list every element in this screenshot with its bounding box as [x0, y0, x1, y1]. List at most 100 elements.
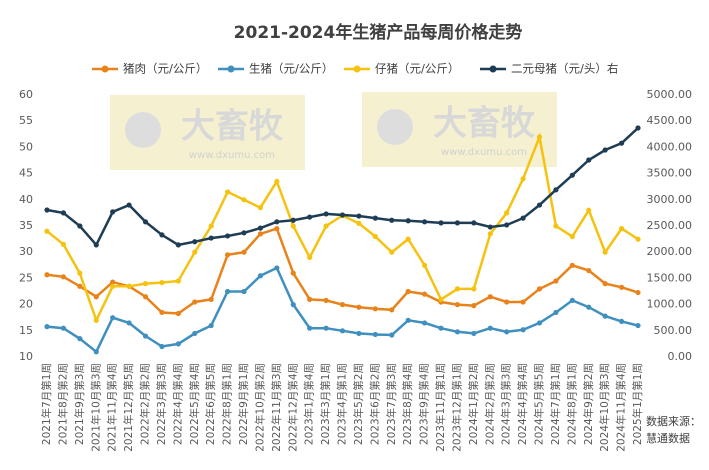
data-point: [110, 279, 116, 285]
data-point: [504, 210, 510, 216]
data-point: [142, 333, 149, 339]
data-point: [142, 219, 149, 225]
data-point: [553, 223, 559, 229]
data-point: [421, 262, 428, 268]
data-point: [60, 325, 67, 331]
data-point: [520, 299, 526, 305]
y2-tick-label: 4000.00: [647, 140, 693, 153]
y-tick-label: 55: [19, 114, 33, 127]
x-tick-label: 2022年4月第4周: [171, 363, 184, 445]
data-point: [536, 134, 543, 140]
series-line: [46, 266, 639, 354]
y-tick-label: 30: [19, 245, 33, 258]
data-point: [110, 315, 116, 321]
legend-label: 生猪（元/公斤）: [249, 62, 333, 76]
data-point: [389, 217, 395, 223]
data-point: [290, 302, 296, 308]
legend-label: 二元母猪（元/头）右: [511, 62, 618, 76]
y2-tick-label: 0.00: [668, 350, 693, 363]
x-tick-label: 2024年2月第2周: [483, 363, 496, 445]
data-point: [307, 325, 313, 331]
data-point: [553, 309, 559, 316]
data-point: [208, 322, 214, 329]
data-point: [356, 330, 362, 337]
data-point: [290, 217, 296, 223]
data-point: [126, 283, 132, 289]
data-point: [339, 328, 346, 334]
data-point: [192, 239, 198, 245]
x-tick-label: 2024年11月第4周: [615, 363, 628, 452]
y-tick-label: 60: [19, 88, 33, 101]
data-point: [520, 176, 526, 182]
legend-item: 猪肉（元/公斤）: [92, 62, 207, 76]
legend-label: 仔猪（元/公斤）: [375, 62, 459, 76]
data-point: [77, 336, 83, 342]
data-point: [504, 329, 510, 335]
data-point: [323, 223, 329, 229]
data-point: [602, 249, 608, 255]
data-point: [175, 341, 181, 347]
watermark-text: 大畜牧: [181, 107, 284, 147]
data-point: [110, 283, 116, 289]
data-point: [586, 304, 592, 310]
watermark-text: 大畜牧: [433, 104, 536, 144]
y2-tick-label: 1000.00: [647, 298, 693, 311]
x-tick-label: 2021年8月第2周: [56, 363, 69, 445]
data-point: [323, 211, 329, 217]
data-point: [618, 318, 625, 324]
x-tick-label: 2022年6月第5周: [204, 363, 217, 445]
data-point: [290, 270, 296, 276]
data-point: [208, 235, 214, 241]
x-tick-label: 2024年1月第2周: [467, 363, 480, 445]
data-point: [142, 294, 149, 300]
data-point: [290, 223, 296, 229]
data-point: [274, 226, 280, 232]
y-tick-label: 35: [19, 219, 33, 232]
y-tick-label: 20: [19, 298, 33, 311]
data-point: [77, 223, 83, 229]
x-tick-label: 2021年12月第5周: [122, 363, 135, 452]
x-tick-label: 2021年9月第3周: [73, 363, 86, 445]
data-point: [257, 273, 264, 279]
data-point: [487, 224, 493, 230]
x-tick-label: 2023年11月第1周: [434, 363, 447, 452]
data-point: [274, 178, 280, 185]
data-point: [618, 226, 625, 232]
legend-label: 猪肉（元/公斤）: [123, 62, 207, 76]
data-point: [454, 302, 461, 308]
x-tick-label: 2022年5月第4周: [188, 363, 201, 445]
y2-tick-label: 3000.00: [647, 193, 693, 206]
x-tick-label: 2023年9月第4周: [418, 363, 431, 445]
data-point: [175, 242, 181, 248]
data-point: [93, 349, 99, 355]
data-point: [159, 343, 165, 350]
data-point: [241, 249, 247, 255]
data-point: [77, 283, 83, 289]
data-point: [241, 288, 247, 295]
data-point: [553, 187, 559, 193]
data-point: [192, 299, 198, 305]
data-point: [93, 294, 99, 300]
watermark-url: www.dxumu.com: [189, 150, 275, 161]
watermark-url: www.dxumu.com: [441, 147, 527, 158]
data-point: [487, 325, 493, 331]
data-point: [618, 140, 625, 146]
data-point: [504, 299, 510, 305]
data-point: [60, 241, 67, 247]
x-tick-label: 2024年5月第5周: [533, 363, 546, 445]
series: [44, 125, 641, 248]
data-point: [274, 219, 280, 225]
data-point: [208, 223, 214, 229]
data-point: [618, 284, 625, 290]
x-tick-label: 2023年12月第1周: [450, 363, 463, 452]
x-tick-label: 2021年7月第1周: [40, 363, 53, 445]
data-point: [192, 249, 198, 255]
legend-item: 生猪（元/公斤）: [218, 62, 333, 76]
data-point: [586, 267, 592, 274]
data-point: [356, 213, 362, 219]
data-point: [175, 310, 181, 317]
data-point: [438, 296, 444, 302]
y2-tick-label: 5000.00: [647, 88, 693, 101]
data-point: [471, 303, 477, 309]
